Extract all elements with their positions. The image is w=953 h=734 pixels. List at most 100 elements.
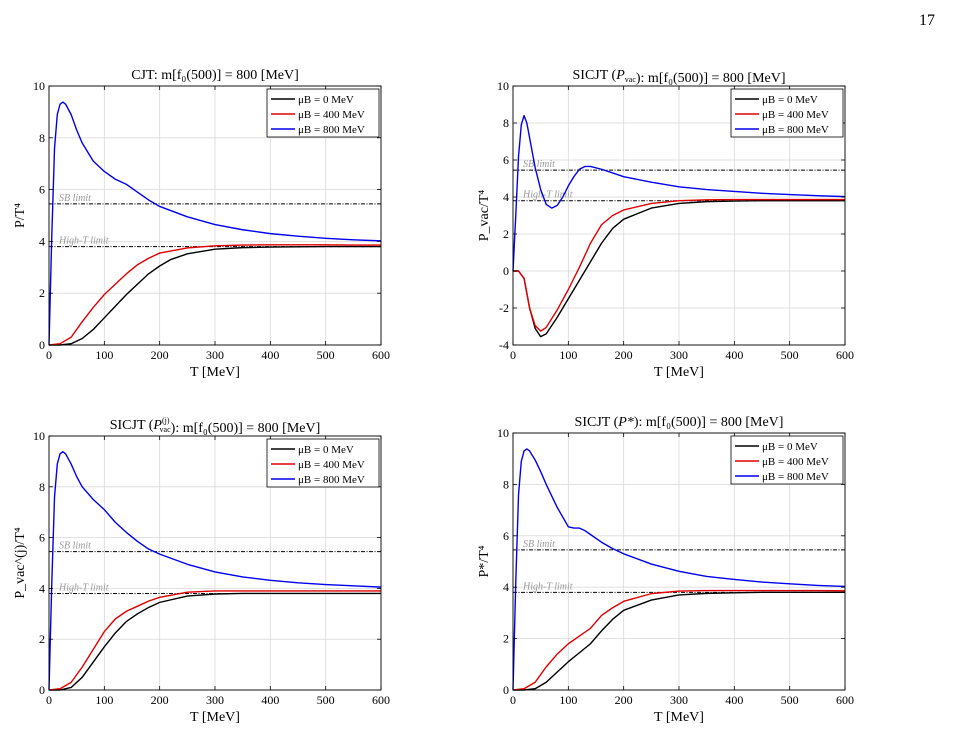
y-tick-label: 4	[503, 580, 509, 594]
x-tick-label: 0	[46, 693, 52, 707]
y-tick-label: 2	[503, 227, 509, 241]
legend-label-1: μB = 0 MeV	[298, 94, 354, 106]
y-tick-label: 4	[39, 581, 45, 595]
y-tick-label: 0	[39, 683, 45, 697]
x-tick-label: 200	[615, 348, 633, 362]
x-tick-label: 200	[151, 693, 169, 707]
x-tick-label: 400	[261, 693, 279, 707]
legend-label-3: μB = 800 MeV	[298, 474, 365, 486]
y-tick-label: 0	[503, 264, 509, 278]
x-tick-label: 500	[317, 348, 335, 362]
legend-box	[266, 438, 380, 488]
legend: μB = 0 MeV μB = 400 MeV μB = 800 MeV	[730, 88, 844, 138]
legend-label-2: μB = 400 MeV	[762, 109, 829, 121]
legend-label-2: μB = 400 MeV	[298, 109, 365, 121]
series-line-3	[512, 448, 846, 691]
sb-limit-label: SB limit	[59, 193, 91, 204]
y-axis-label: P/T⁴	[13, 203, 28, 228]
legend: μB = 0 MeV μB = 400 MeV μB = 800 MeV	[266, 88, 380, 138]
chart-title: SICJT (Pvac): m[f₀(500)] = 800 [MeV]	[573, 68, 786, 86]
y-tick-label: 10	[33, 429, 45, 443]
legend-label-1: μB = 0 MeV	[762, 94, 818, 106]
series-line-1	[49, 592, 381, 691]
high-t-limit-label: High-T limit	[58, 236, 109, 247]
chart-title: CJT: m[f₀(500)] = 800 [MeV]	[131, 68, 299, 83]
series-line-3	[512, 114, 846, 272]
series-line-2	[513, 198, 845, 332]
x-tick-label: 100	[559, 348, 577, 362]
y-tick-label: 8	[39, 480, 45, 494]
x-tick-label: 600	[372, 348, 390, 362]
y-tick-label: 0	[503, 683, 509, 697]
legend-label-2: μB = 400 MeV	[298, 459, 365, 471]
y-axis-label: P*/T⁴	[477, 545, 492, 577]
x-axis-label: T [MeV]	[654, 710, 704, 725]
x-tick-label: 200	[615, 693, 633, 707]
x-tick-label: 300	[670, 348, 688, 362]
y-tick-label: 10	[497, 426, 509, 440]
series-line-2	[48, 244, 381, 346]
sb-limit-label: SB limit	[59, 541, 91, 552]
high-t-limit-label: High-T limit	[522, 581, 573, 592]
legend-label-1: μB = 0 MeV	[298, 444, 354, 456]
page-number: 17	[919, 12, 935, 29]
x-tick-label: 600	[836, 693, 854, 707]
legend-label-2: μB = 400 MeV	[762, 456, 829, 468]
x-tick-label: 600	[372, 693, 390, 707]
x-axis-label: T [MeV]	[654, 365, 704, 380]
y-tick-label: 6	[503, 153, 509, 167]
x-tick-label: 100	[95, 348, 113, 362]
x-tick-label: 0	[510, 693, 516, 707]
y-tick-label: 10	[497, 79, 509, 93]
legend-label-3: μB = 800 MeV	[762, 471, 829, 483]
legend-label-1: μB = 0 MeV	[762, 441, 818, 453]
x-tick-label: 400	[725, 348, 743, 362]
x-axis-label: T [MeV]	[190, 710, 240, 725]
x-tick-label: 0	[46, 348, 52, 362]
legend-label-3: μB = 800 MeV	[298, 124, 365, 136]
high-t-limit-label: High-T limit	[58, 582, 109, 593]
series-line-3	[48, 101, 382, 346]
x-tick-label: 300	[206, 348, 224, 362]
legend-label-3: μB = 800 MeV	[762, 124, 829, 136]
y-tick-label: 2	[39, 286, 45, 300]
y-tick-label: -4	[499, 338, 509, 352]
x-tick-label: 500	[317, 693, 335, 707]
chart-panel-3: SB limit High-T limit 0 100 200 300 400 500 600 0…	[13, 416, 390, 725]
high-t-limit-label: High-T limit	[522, 190, 573, 201]
x-tick-label: 400	[261, 348, 279, 362]
y-tick-label: -2	[499, 301, 509, 315]
legend: μB = 0 MeV μB = 400 MeV μB = 800 MeV	[730, 435, 844, 485]
chart-title: SICJT (P*): m[f₀(500)] = 800 [MeV]	[575, 415, 784, 430]
y-axis-label: P_vac^(j)/T⁴	[13, 527, 28, 598]
x-tick-label: 100	[559, 693, 577, 707]
series-line-1	[513, 591, 845, 691]
y-tick-label: 10	[33, 79, 45, 93]
series-line-3	[48, 451, 382, 691]
y-axis-label: P_vac/T⁴	[477, 190, 492, 242]
y-tick-label: 2	[39, 632, 45, 646]
sb-limit-label: SB limit	[523, 539, 555, 550]
chart-panel-4: SB limit High-T limit 0 100 200 300 400 500 600 0…	[477, 415, 854, 725]
x-tick-label: 400	[725, 693, 743, 707]
series-line-2	[48, 590, 381, 691]
x-tick-label: 600	[836, 348, 854, 362]
y-tick-label: 8	[503, 116, 509, 130]
chart-title: SICJT (P(j) vac): m[f₀(500)] = 800 [MeV]	[110, 416, 321, 436]
x-tick-label: 200	[151, 348, 169, 362]
y-tick-label: 4	[39, 234, 45, 248]
y-tick-label: 0	[39, 338, 45, 352]
series-line-2	[512, 589, 846, 691]
legend: μB = 0 MeV μB = 400 MeV μB = 800 MeV	[266, 438, 380, 488]
y-tick-label: 8	[503, 477, 509, 491]
x-tick-label: 500	[781, 693, 799, 707]
x-tick-label: 100	[95, 693, 113, 707]
series-line-1	[49, 245, 381, 346]
y-tick-label: 8	[39, 131, 45, 145]
x-tick-label: 300	[206, 693, 224, 707]
x-tick-label: 0	[510, 348, 516, 362]
y-tick-label: 6	[39, 531, 45, 545]
x-tick-label: 500	[781, 348, 799, 362]
